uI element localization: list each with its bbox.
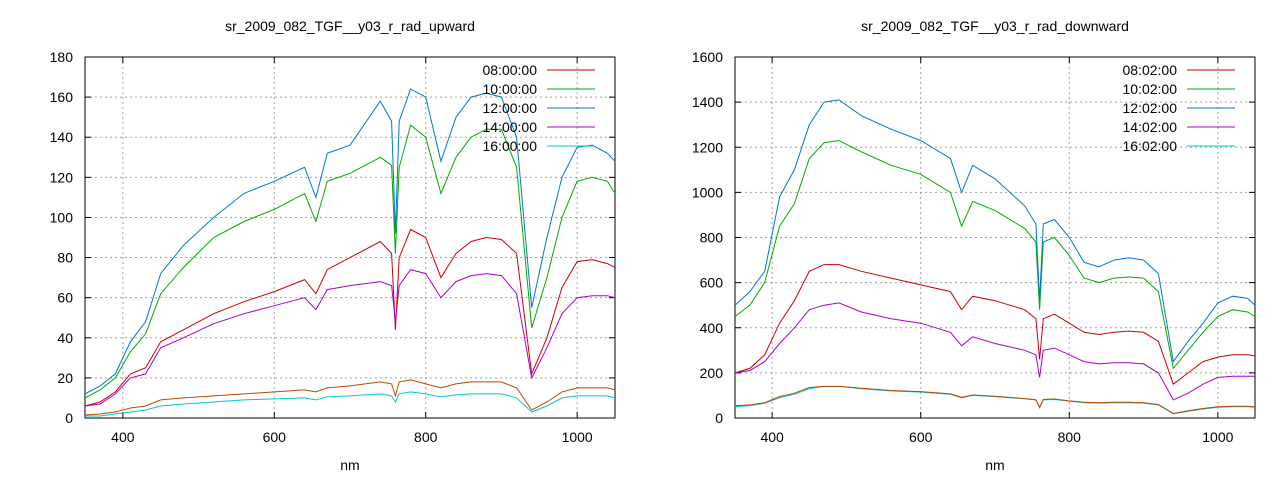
legend-label: 10:02:00 (1123, 81, 1178, 97)
legend-label: 14:00:00 (483, 119, 538, 135)
chart-panel-1: sr_2009_082_TGF__y03_r_rad_upward 0 20 40 60… (50, 18, 616, 473)
plot-frame (84, 56, 616, 419)
legend-label: 14:02:00 (1123, 119, 1178, 135)
y-tick-label: 60 (57, 290, 73, 306)
series-line-2 (734, 139, 1256, 370)
x-tick-label: 600 (263, 429, 287, 445)
y-tick-label: 160 (50, 89, 74, 105)
legend-label: 16:00:00 (483, 138, 538, 154)
series-line-2 (84, 124, 616, 399)
legend-label: 08:02:00 (1123, 62, 1178, 78)
legend-label: 12:00:00 (483, 100, 538, 116)
y-tick-label: 20 (57, 370, 73, 386)
y-tick-label: 1000 (692, 184, 723, 200)
series-line-3 (734, 99, 1256, 363)
legend: 08:00:00 10:00:00 12:00:00 14:00:00 16:00:00 (483, 62, 595, 154)
y-tick-label: 120 (50, 169, 74, 185)
legend: 08:02:00 10:02:00 12:02:00 14:02:00 16:02:00 (1123, 62, 1235, 154)
legend-label: 10:00:00 (483, 81, 538, 97)
x-tick-label: 400 (760, 429, 784, 445)
y-tick-label: 600 (700, 275, 724, 291)
y-tick-label: 1600 (692, 49, 723, 65)
x-tick-label: 1000 (1202, 429, 1233, 445)
x-axis-label: nm (340, 457, 359, 473)
legend-label: 08:00:00 (483, 62, 538, 78)
chart-panel-2: sr_2009_082_TGF__y03_r_rad_downward 0 200 4… (692, 18, 1256, 473)
y-tick-label: 0 (715, 410, 723, 426)
x-tick-label: 800 (414, 429, 438, 445)
series-line-4 (84, 269, 616, 407)
y-tick-label: 1200 (692, 139, 723, 155)
y-tick-label: 80 (57, 250, 73, 266)
y-tick-label: 40 (57, 330, 73, 346)
series-line-3 (84, 88, 616, 395)
y-tick-label: 200 (700, 365, 724, 381)
y-tick-label: 1400 (692, 94, 723, 110)
y-tick-label: 400 (700, 320, 724, 336)
x-tick-label: 800 (1058, 429, 1082, 445)
series-line-1 (734, 264, 1256, 386)
series-line-5 (734, 385, 1256, 415)
legend-label: 16:02:00 (1123, 138, 1178, 154)
series-line-6 (84, 379, 616, 416)
chart-title: sr_2009_082_TGF__y03_r_rad_downward (861, 18, 1129, 34)
y-tick-label: 0 (65, 410, 73, 426)
x-tick-label: 600 (909, 429, 933, 445)
x-tick-label: 400 (111, 429, 135, 445)
legend-label: 12:02:00 (1123, 100, 1178, 116)
y-tick-label: 180 (50, 49, 74, 65)
series-line-6 (734, 385, 1256, 415)
series-line-1 (84, 228, 616, 407)
x-tick-label: 1000 (562, 429, 593, 445)
x-axis-label: nm (985, 457, 1004, 473)
chart-title: sr_2009_082_TGF__y03_r_rad_upward (225, 18, 475, 34)
y-tick-label: 800 (700, 230, 724, 246)
series-line-4 (734, 302, 1255, 401)
series-line-5 (85, 391, 616, 417)
y-tick-label: 140 (50, 129, 74, 145)
y-tick-label: 100 (50, 209, 74, 225)
